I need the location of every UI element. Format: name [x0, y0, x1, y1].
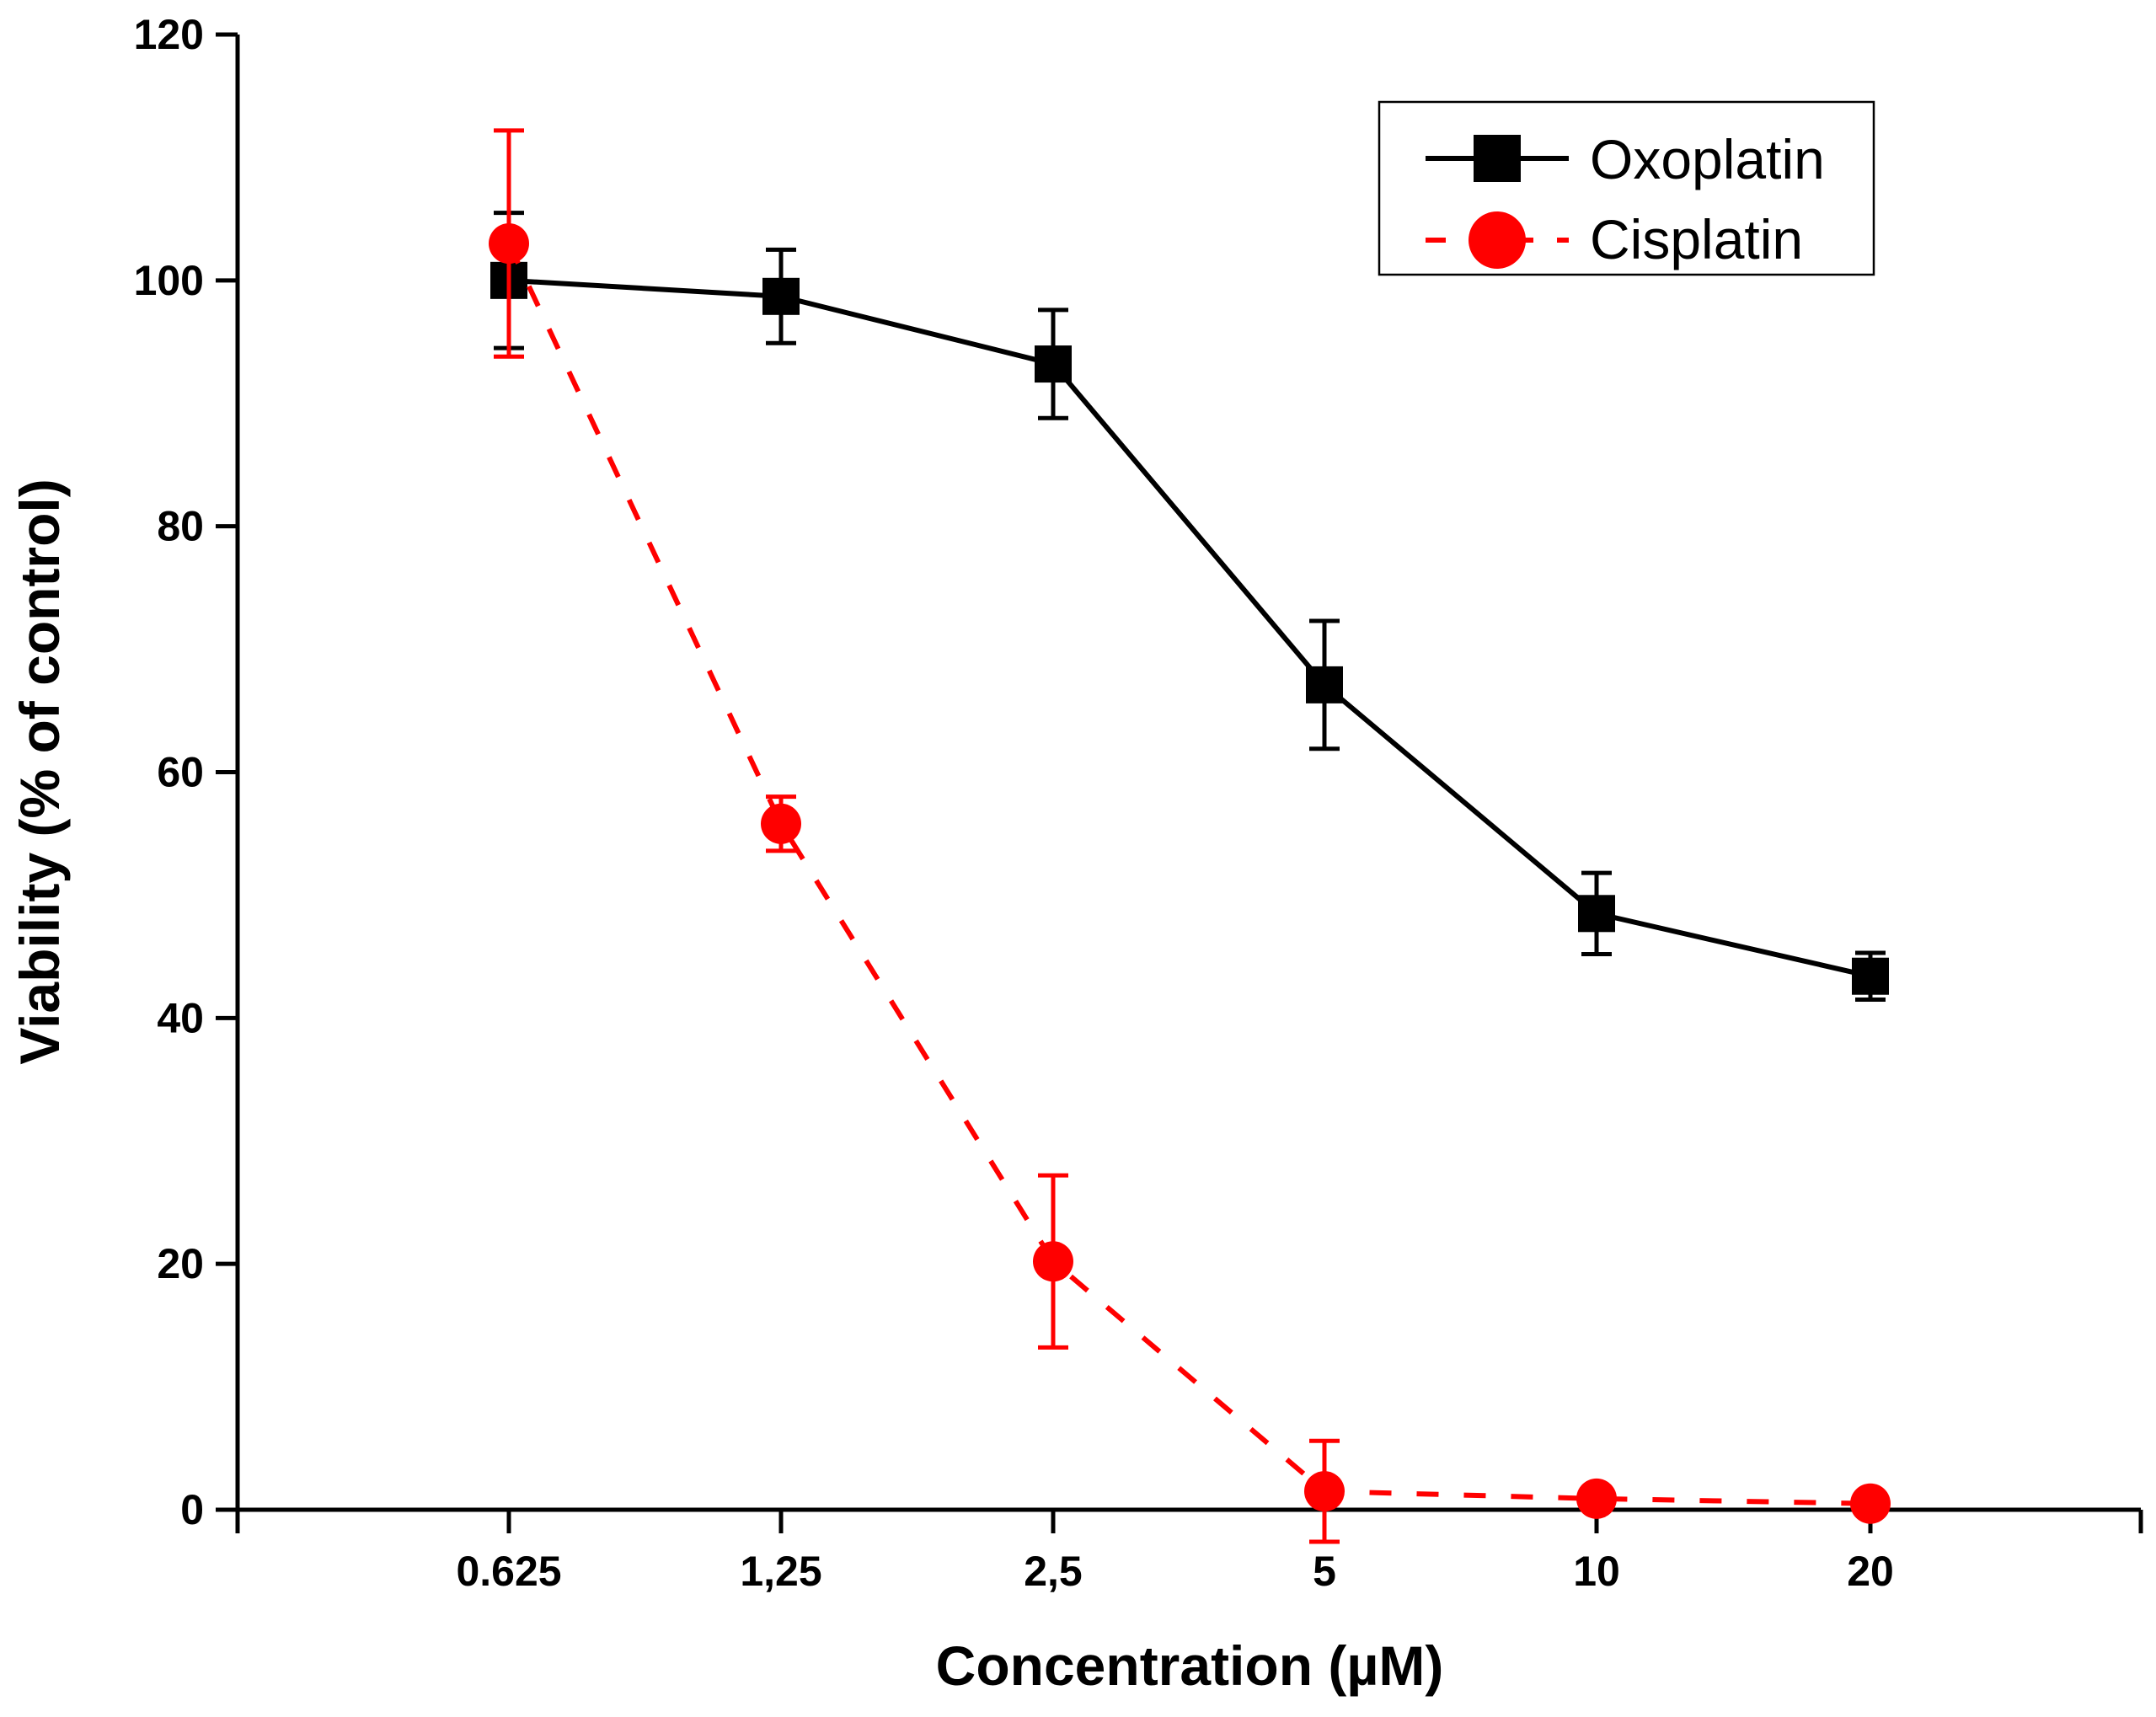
- x-tick-label: 5: [1313, 1548, 1336, 1595]
- data-point: [1306, 666, 1343, 703]
- x-tick-label: 2,5: [1024, 1548, 1083, 1595]
- data-point: [762, 277, 800, 315]
- legend-label-cisplatin: Cisplatin: [1590, 208, 1803, 270]
- x-tick-label: 0.625: [456, 1548, 561, 1595]
- y-tick-label: 0: [180, 1486, 204, 1533]
- y-tick-label: 20: [157, 1240, 204, 1287]
- data-point: [1576, 1478, 1617, 1519]
- x-tick-label: 20: [1847, 1548, 1894, 1595]
- data-point: [1852, 957, 1889, 995]
- y-axis-title: Viability (% of control): [8, 479, 71, 1064]
- data-point: [1850, 1483, 1891, 1524]
- y-tick-label: 100: [134, 257, 204, 304]
- legend-label-oxoplatin: Oxoplatin: [1590, 128, 1825, 190]
- y-tick-label: 40: [157, 994, 204, 1041]
- series-layer: [489, 128, 1891, 1544]
- series-oxoplatin: [490, 211, 1889, 1002]
- y-tick-label: 120: [134, 11, 204, 58]
- y-tick-label: 80: [157, 503, 204, 550]
- x-axis-title: Concentration (µM): [936, 1634, 1444, 1697]
- series-line: [508, 277, 1871, 979]
- data-point: [489, 223, 529, 265]
- data-point: [761, 803, 801, 844]
- data-point: [1033, 1241, 1073, 1282]
- legend-marker-cisplatin: [1469, 211, 1526, 269]
- legend: Oxoplatin Cisplatin: [1378, 100, 1875, 276]
- data-point: [1304, 1471, 1345, 1512]
- series-cisplatin: [489, 128, 1891, 1544]
- y-tick-label: 60: [157, 749, 204, 796]
- series-line: [506, 242, 1871, 1506]
- x-tick-label: 10: [1573, 1548, 1620, 1595]
- data-point: [1035, 345, 1072, 383]
- legend-marker-oxoplatin: [1474, 135, 1521, 182]
- x-tick-label: 1,25: [740, 1548, 821, 1595]
- axes: 0 20 40 60 80 100 120 0.625 1,25 2,5 5 10 20: [134, 11, 2143, 1595]
- data-point: [1578, 895, 1615, 933]
- legend-box: [1378, 100, 1875, 276]
